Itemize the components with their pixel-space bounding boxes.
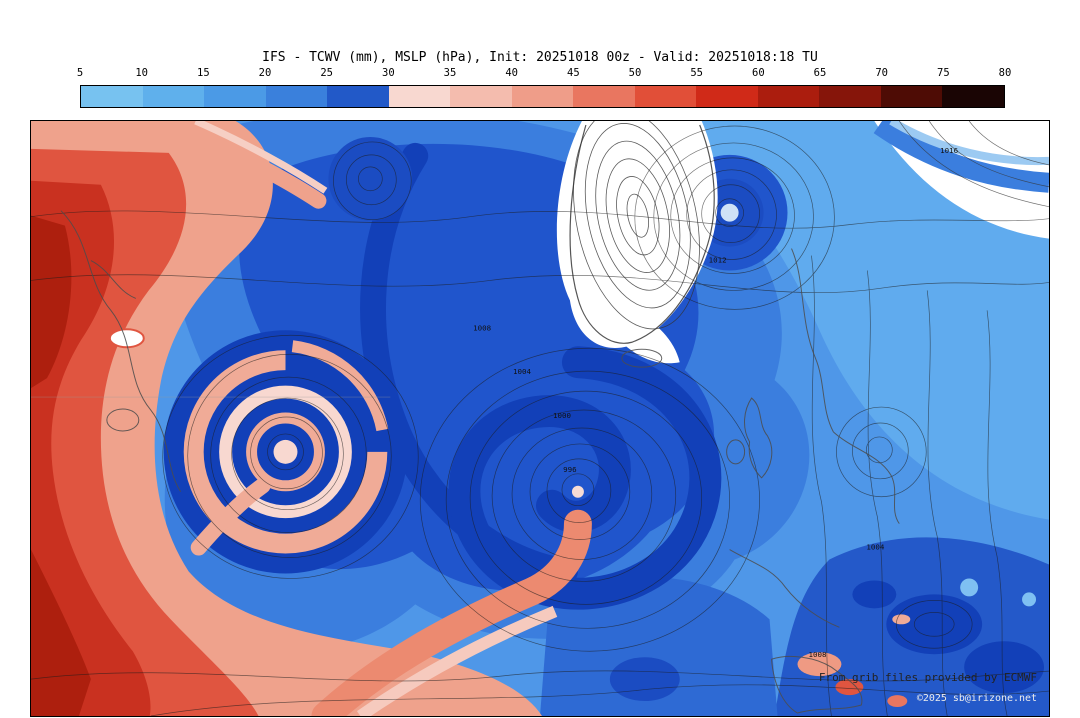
colorbar-segment — [880, 86, 943, 107]
colorbar-tick-label: 10 — [135, 67, 148, 79]
colorbar-segment — [942, 86, 1004, 107]
colorbar-segment — [327, 86, 389, 107]
contour-label: 996 — [563, 465, 577, 474]
weather-map-canvas: 1000 1004 1008 996 1012 1016 1008 1004 F… — [31, 121, 1049, 716]
colorbar-tick-label: 45 — [567, 67, 580, 79]
northeast-ridge — [873, 121, 1049, 239]
contour-label: 1008 — [473, 323, 492, 332]
colorbar-segment — [573, 86, 635, 107]
greenland-white-area — [556, 121, 718, 364]
attribution-source: From grib files provided by ECMWF — [819, 671, 1037, 684]
occluded-cyclone-west — [163, 330, 408, 574]
attribution: From grib files provided by ECMWF ©2025 … — [819, 671, 1037, 704]
colorbar-tick-label: 40 — [505, 67, 518, 79]
colorbar-segment — [819, 86, 881, 107]
contour-label: 1016 — [940, 146, 959, 155]
colorbar-tick-label: 80 — [998, 67, 1012, 79]
colorbar-tick-label: 55 — [690, 67, 703, 79]
colorbar-segment — [204, 86, 266, 107]
colorbar-tick-label: 30 — [382, 67, 395, 79]
colorbar-segment — [81, 86, 143, 107]
colorbar-tick-label: 65 — [813, 67, 827, 79]
isobar-contours — [31, 125, 1049, 716]
colorbar-segment — [511, 86, 574, 107]
moist-region-west — [31, 121, 542, 716]
colorbar-tick-label: 50 — [628, 67, 642, 79]
contour-labels: 1000 1004 1008 996 1012 1016 1008 1004 — [473, 146, 959, 659]
contour-label: 1004 — [513, 367, 532, 376]
page-title: IFS - TCWV (mm), MSLP (hPa), Init: 20251… — [262, 50, 818, 65]
contour-label: 1008 — [808, 650, 827, 659]
contour-label: 1012 — [709, 256, 727, 265]
colorbar-segment — [634, 86, 697, 107]
colorbar-segment — [142, 86, 205, 107]
weather-map: 1000 1004 1008 996 1012 1016 1008 1004 F… — [30, 120, 1050, 717]
contour-label: 1000 — [553, 411, 572, 420]
colorbar-tick-label: 15 — [197, 67, 210, 79]
colorbar-tick-label: 70 — [875, 67, 888, 79]
colorbar-segment — [265, 86, 328, 107]
attribution-copyright: ©2025 sb@irizone.net — [917, 693, 1037, 704]
colorbar-tick-label: 20 — [258, 67, 272, 79]
contour-label: 1004 — [866, 543, 885, 552]
colorbar-segment — [696, 86, 758, 107]
colorbar-segment — [388, 86, 451, 107]
colorbar-tick-label: 5 — [76, 67, 84, 79]
colorbar-segment — [757, 86, 820, 107]
colorbar-segment — [450, 86, 512, 107]
main-cyclone — [311, 346, 722, 716]
colorbar-segments — [80, 85, 1005, 108]
southeast-dry-region — [540, 537, 1049, 716]
coastlines — [60, 210, 900, 714]
colorbar-tick-label: 25 — [320, 67, 333, 79]
colorbar-tick-label: 60 — [752, 67, 765, 79]
colorbar-ticks: 5 10 15 20 25 30 35 40 45 50 55 60 65 70 75 80 — [76, 67, 1011, 81]
colorbar-tick-label: 75 — [937, 67, 950, 79]
colorbar-tick-label: 35 — [443, 67, 457, 79]
